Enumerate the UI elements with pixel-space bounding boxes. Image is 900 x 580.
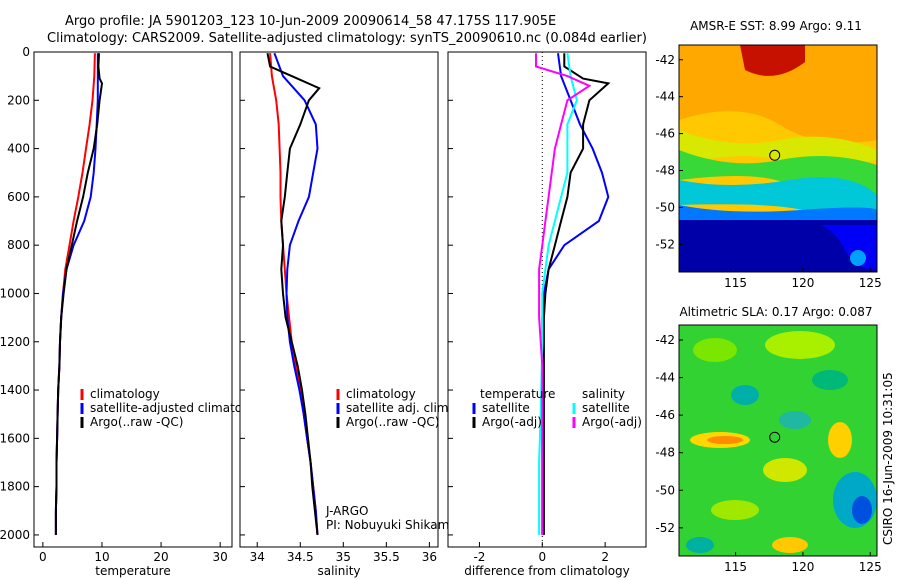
map-y-tick-label: -44 bbox=[655, 371, 675, 385]
y-tick-label: 200 bbox=[7, 93, 30, 107]
map-y-tick-label: -46 bbox=[655, 127, 675, 141]
panel-frame bbox=[239, 51, 439, 548]
map-y-tick-label: -48 bbox=[655, 446, 675, 460]
y-tick-label: 1000 bbox=[0, 286, 30, 300]
map-y-tick-label: -52 bbox=[655, 521, 675, 535]
sla-map-axes: -42 -44 -46 -48 -50 -52 115 120 125 bbox=[655, 333, 881, 574]
panel-frame bbox=[447, 51, 647, 548]
annotation: J-ARGO bbox=[325, 504, 368, 518]
legend-label: Argo(-adj) bbox=[582, 415, 642, 429]
header-line1: Argo profile: JA 5901203_123 10-Jun-2009… bbox=[65, 14, 556, 29]
map-y-tick-label: -50 bbox=[655, 200, 675, 214]
x-tick-label: -2 bbox=[473, 550, 485, 564]
map-x-tick-label: 115 bbox=[724, 560, 747, 574]
y-tick-label: 400 bbox=[7, 142, 30, 156]
y-tick-label: 1800 bbox=[0, 480, 30, 494]
series-line bbox=[54, 53, 104, 535]
map-y-tick-label: -50 bbox=[655, 483, 675, 497]
y-tick-label: 1600 bbox=[0, 431, 30, 445]
x-tick-label: 36 bbox=[422, 550, 437, 564]
x-tick-label: 10 bbox=[94, 550, 109, 564]
header-line2: Climatology: CARS2009. Satellite-adjuste… bbox=[47, 31, 647, 46]
x-tick-label: 34 bbox=[250, 550, 265, 564]
map-x-tick-label: 120 bbox=[791, 560, 814, 574]
x-tick-label: 2 bbox=[601, 550, 609, 564]
map-x-tick-label: 125 bbox=[859, 560, 882, 574]
map-y-tick-label: -42 bbox=[655, 53, 675, 67]
legend-label: satellite bbox=[482, 401, 530, 415]
legend-label: satellite bbox=[582, 401, 630, 415]
map-y-tick-label: -46 bbox=[655, 408, 675, 422]
y-tick-label: 1400 bbox=[0, 383, 30, 397]
legend-label: satellite-adjusted climatology bbox=[90, 401, 268, 415]
map-x-tick-label: 120 bbox=[791, 276, 814, 290]
map-y-tick-label: -48 bbox=[655, 163, 675, 177]
x-tick-label: 35.5 bbox=[373, 550, 400, 564]
series-line bbox=[542, 53, 611, 535]
map-x-tick-label: 115 bbox=[724, 276, 747, 290]
map-x-tick-label: 125 bbox=[859, 276, 882, 290]
x-axis-label: temperature bbox=[95, 564, 170, 578]
x-axis-label: difference from climatology bbox=[464, 564, 630, 578]
x-tick-label: 0 bbox=[538, 550, 546, 564]
legend-label: Argo(..raw -QC) bbox=[90, 415, 183, 429]
argo-location-marker bbox=[769, 149, 781, 161]
y-tick-label: 0 bbox=[22, 45, 30, 59]
y-tick-label: 1200 bbox=[0, 335, 30, 349]
salinity-panel: 34 34.5 35 35.5 36 salinity climatologysatelli… bbox=[239, 51, 457, 578]
legend-label: climatology bbox=[90, 387, 160, 401]
panel-frame bbox=[33, 51, 233, 548]
series-line bbox=[266, 53, 321, 536]
series-line bbox=[538, 53, 578, 535]
legend-label: climatology bbox=[346, 387, 416, 401]
legend-label: Argo(-adj) bbox=[482, 415, 542, 429]
legend-label: satellite adj. clim. bbox=[346, 401, 452, 415]
legend-group-title: temperature bbox=[480, 387, 555, 401]
legend-label: Argo(..raw -QC) bbox=[346, 415, 439, 429]
sst-map-axes: -42 -44 -46 -48 -50 -52 115 120 125 bbox=[655, 53, 881, 290]
x-axis-label: salinity bbox=[317, 564, 360, 578]
map-y-tick-label: -44 bbox=[655, 90, 675, 104]
x-tick-label: 0 bbox=[39, 550, 47, 564]
sst-map-title: AMSR-E SST: 8.99 Argo: 9.11 bbox=[690, 19, 862, 33]
temperature-panel: 0 10 20 30 0 200 400 600 800 1000 1200 1400 1600 1800… bbox=[0, 45, 268, 578]
series-line bbox=[535, 53, 592, 535]
sst-map bbox=[678, 44, 878, 273]
y-tick-label: 2000 bbox=[0, 528, 30, 542]
legend-group-title: salinity bbox=[582, 387, 625, 401]
x-tick-label: 35 bbox=[336, 550, 351, 564]
x-tick-label: 20 bbox=[153, 550, 168, 564]
y-tick-label: 800 bbox=[7, 238, 30, 252]
side-timestamp: CSIRO 16-Jun-2009 10:31:05 bbox=[881, 372, 895, 545]
argo-location-marker bbox=[769, 431, 781, 443]
x-tick-label: 34.5 bbox=[287, 550, 314, 564]
sla-map bbox=[678, 324, 878, 557]
y-tick-label: 600 bbox=[7, 190, 30, 204]
annotation: PI: Nobuyuki Shikama bbox=[326, 518, 457, 532]
map-y-tick-label: -52 bbox=[655, 237, 675, 251]
sla-map-title: Altimetric SLA: 0.17 Argo: 0.087 bbox=[679, 305, 872, 319]
map-y-tick-label: -42 bbox=[655, 333, 675, 347]
x-tick-label: 30 bbox=[213, 550, 228, 564]
